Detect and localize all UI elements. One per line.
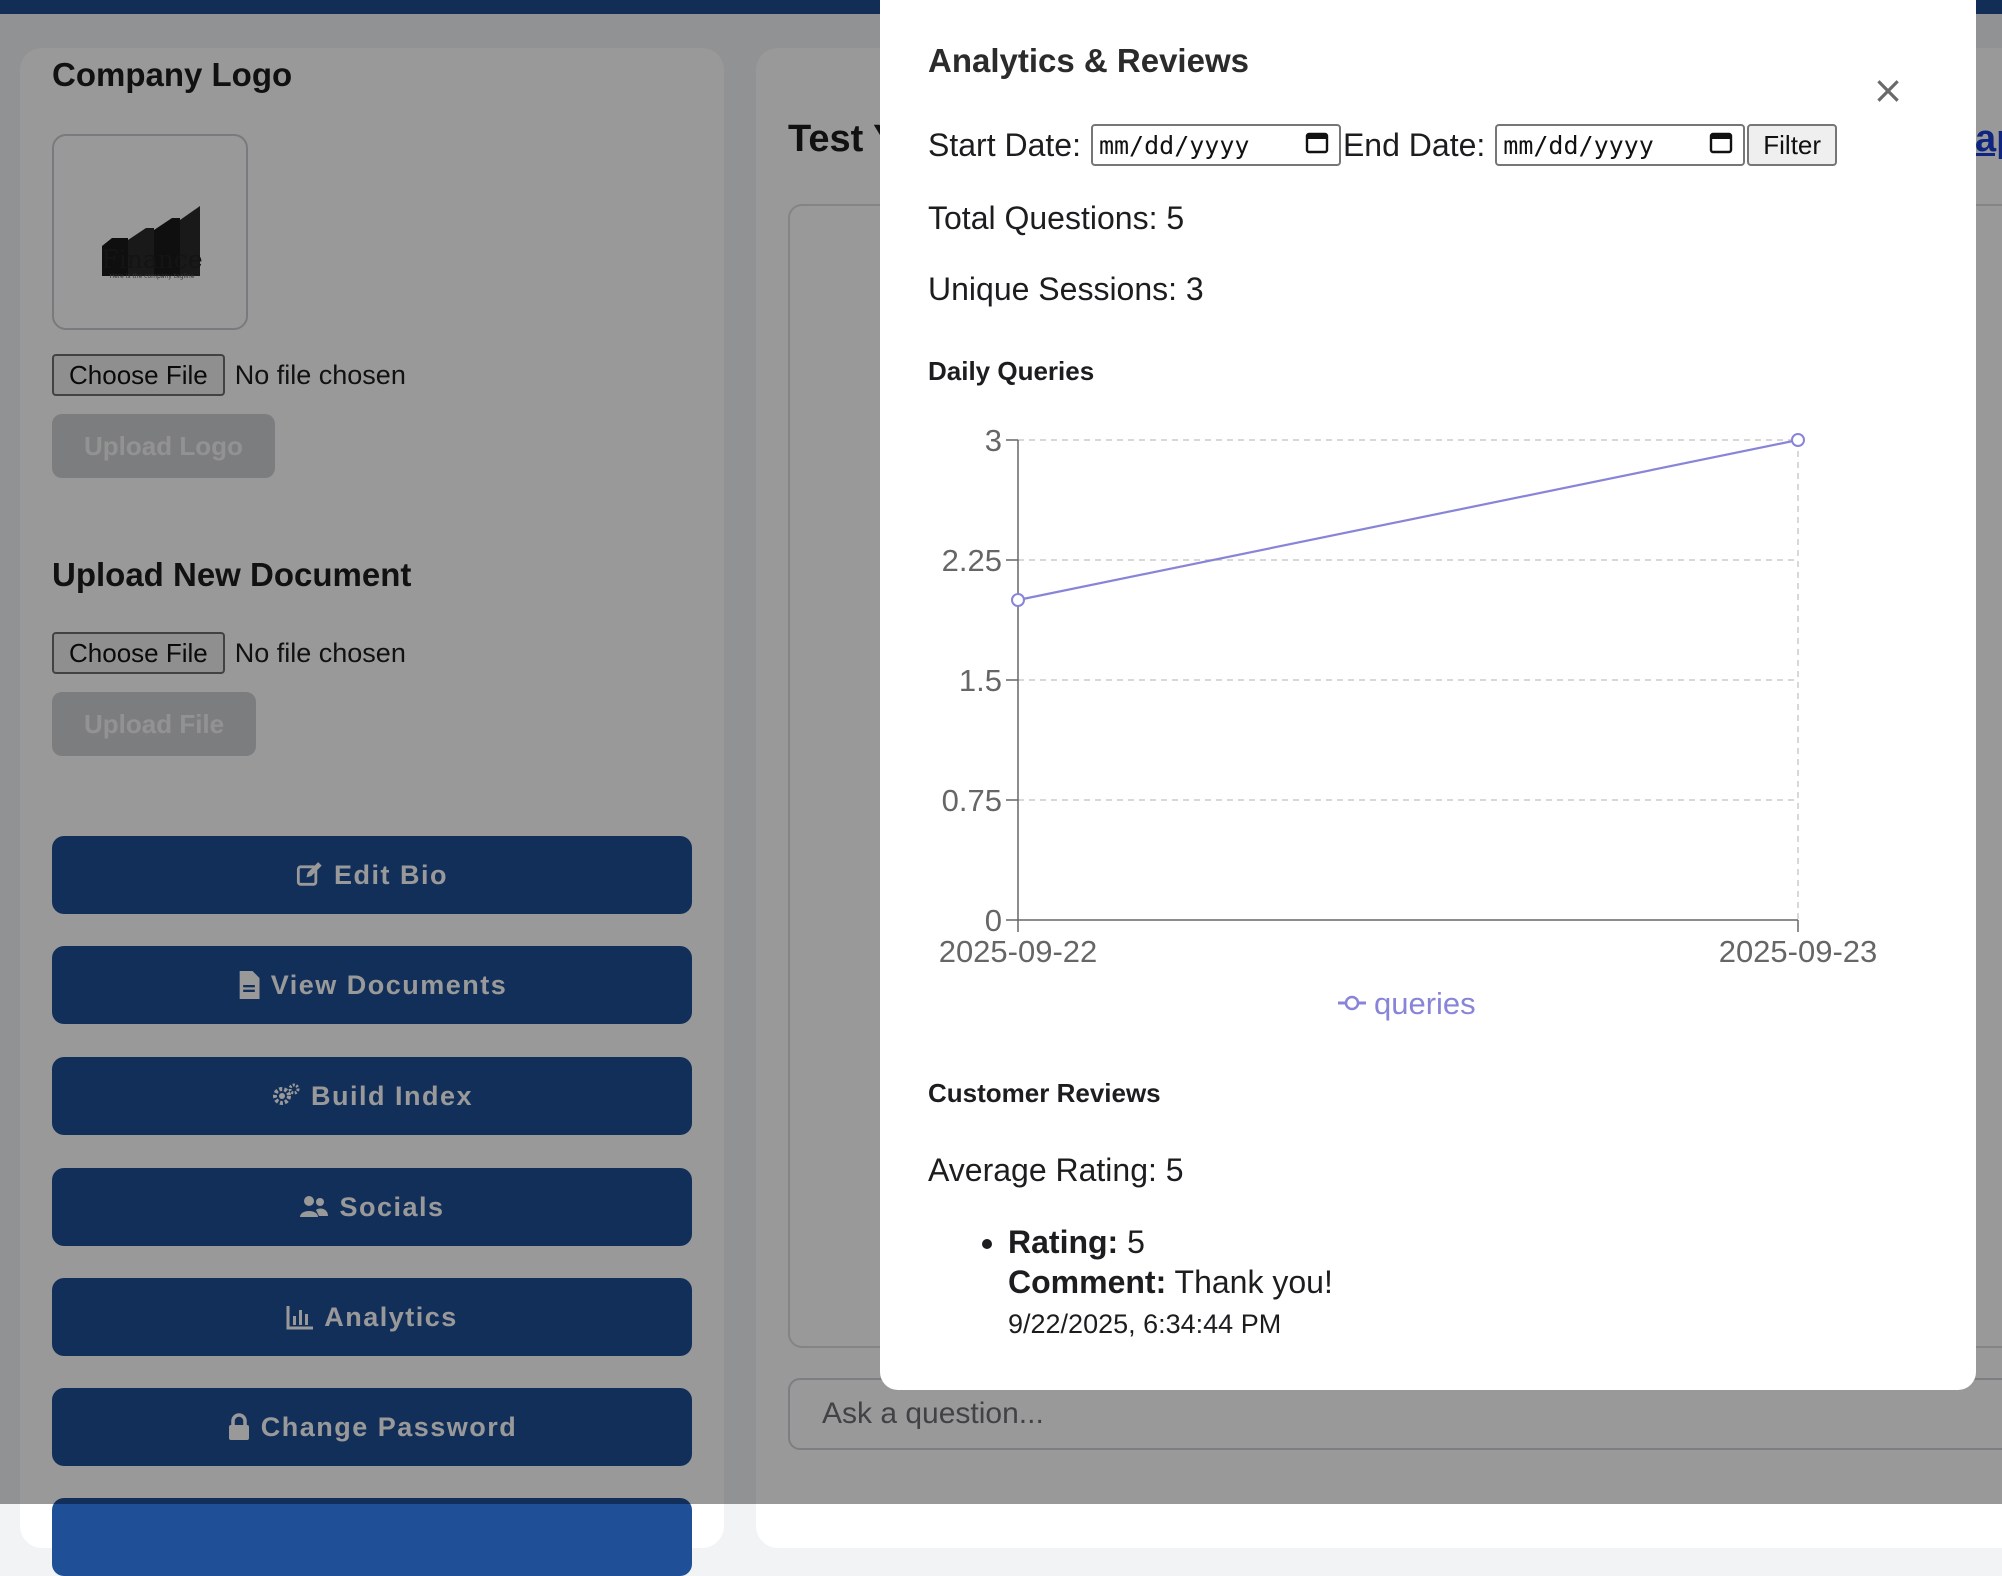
chart-legend: queries <box>1338 986 1476 1021</box>
analytics-label: Analytics <box>324 1301 458 1332</box>
y-tick-label: 3 <box>985 423 1002 458</box>
change-password-button[interactable]: Change Password <box>52 1388 692 1466</box>
lock-icon <box>227 1413 251 1441</box>
chart-series <box>1011 433 1805 607</box>
start-date-placeholder: mm/dd/yyyy <box>1098 130 1250 160</box>
close-button[interactable]: × <box>1868 70 1908 110</box>
legend-marker-dot <box>1344 995 1360 1011</box>
x-tick-label: 2025-09-23 <box>1719 934 1878 969</box>
y-tick-label: 2.25 <box>942 543 1002 578</box>
socials-button[interactable]: Socials <box>52 1168 692 1246</box>
data-point <box>1011 593 1025 607</box>
choose-document-file-button[interactable]: Choose File <box>52 632 225 674</box>
view-documents-label: View Documents <box>270 969 508 1000</box>
document-icon <box>237 971 261 999</box>
filter-button[interactable]: Filter <box>1747 124 1838 166</box>
start-date-label: Start Date: <box>928 126 1081 163</box>
edit-icon <box>296 861 324 889</box>
y-tick-label: 0.75 <box>942 783 1002 818</box>
logo-file-picker: Choose File No file chosen <box>52 354 406 396</box>
date-filter: Start Date: mm/dd/yyyy End Date: mm/dd/y… <box>928 124 1838 166</box>
users-icon <box>299 1195 329 1219</box>
analytics-button[interactable]: Analytics <box>52 1278 692 1356</box>
comment-label: Comment: <box>1008 1264 1167 1300</box>
calendar-icon <box>1305 130 1329 160</box>
edit-bio-button[interactable]: Edit Bio <box>52 836 692 914</box>
sidebar-panel: Company Logo Finance Here is the company… <box>20 48 724 1576</box>
socials-label: Socials <box>339 1191 445 1222</box>
document-file-picker: Choose File No file chosen <box>52 632 406 674</box>
review-date: 9/22/2025, 6:34:44 PM <box>1008 1309 1282 1339</box>
upload-file-button[interactable]: Upload File <box>52 692 257 756</box>
series-line-queries <box>1017 438 1799 602</box>
logo-brand-text: Finance <box>101 245 202 274</box>
customer-reviews-heading: Customer Reviews <box>928 1078 1161 1108</box>
build-index-button[interactable]: Build Index <box>52 1057 692 1135</box>
analytics-modal: Analytics & Reviews × Start Date: mm/dd/… <box>880 0 1976 1390</box>
comment-text: Thank you! <box>1174 1264 1333 1300</box>
ask-question-input[interactable] <box>788 1378 2002 1450</box>
logo-file-status: No file chosen <box>234 359 406 390</box>
y-tick-label: 0 <box>985 903 1002 938</box>
end-date-label: End Date: <box>1342 126 1486 163</box>
rating-value: 5 <box>1127 1224 1145 1260</box>
logo-tagline-text: Here is the company tagline <box>110 273 195 280</box>
edit-bio-label: Edit Bio <box>334 859 448 890</box>
calendar-icon <box>1709 130 1733 160</box>
average-rating: Average Rating: 5 <box>928 1152 1184 1188</box>
review-item: Rating: 5 Comment: Thank you! 9/22/2025,… <box>1008 1222 1333 1344</box>
document-file-status: No file chosen <box>234 637 406 668</box>
chart-grid <box>1018 439 1799 920</box>
more-nav-button[interactable] <box>52 1498 692 1576</box>
chart-axes: 0 0.75 1.5 2.25 3 2025-09-22 2025-09-23 <box>939 423 1878 969</box>
end-date-input[interactable]: mm/dd/yyyy <box>1495 124 1746 166</box>
modal-title: Analytics & Reviews <box>928 42 1249 79</box>
choose-logo-file-button[interactable]: Choose File <box>52 354 225 396</box>
data-point <box>1791 433 1805 447</box>
start-date-input[interactable]: mm/dd/yyyy <box>1090 124 1341 166</box>
upload-logo-button[interactable]: Upload Logo <box>52 414 275 478</box>
legend-label: queries <box>1374 986 1476 1021</box>
upload-document-heading: Upload New Document <box>52 556 412 593</box>
gears-icon <box>271 1082 301 1110</box>
unique-sessions: Unique Sessions: 3 <box>928 271 1204 307</box>
change-password-label: Change Password <box>260 1411 518 1442</box>
y-tick-label: 1.5 <box>959 663 1002 698</box>
daily-queries-chart: 0 0.75 1.5 2.25 3 2025-09-22 2025-09-23 querie… <box>939 423 1878 1021</box>
review-list: Rating: 5 Comment: Thank you! 9/22/2025,… <box>928 1222 1333 1344</box>
bar-chart-icon <box>286 1304 314 1330</box>
rating-label: Rating: <box>1008 1224 1119 1260</box>
daily-queries-heading: Daily Queries <box>928 356 1095 386</box>
company-logo: Finance Here is the company tagline <box>52 134 248 330</box>
view-documents-button[interactable]: View Documents <box>52 946 692 1024</box>
x-tick-label: 2025-09-22 <box>939 934 1098 969</box>
total-questions: Total Questions: 5 <box>928 200 1185 236</box>
chat-header-link[interactable]: ap <box>1975 118 2002 160</box>
logo-heading: Company Logo <box>52 56 293 93</box>
end-date-placeholder: mm/dd/yyyy <box>1503 130 1654 160</box>
build-index-label: Build Index <box>310 1080 473 1111</box>
